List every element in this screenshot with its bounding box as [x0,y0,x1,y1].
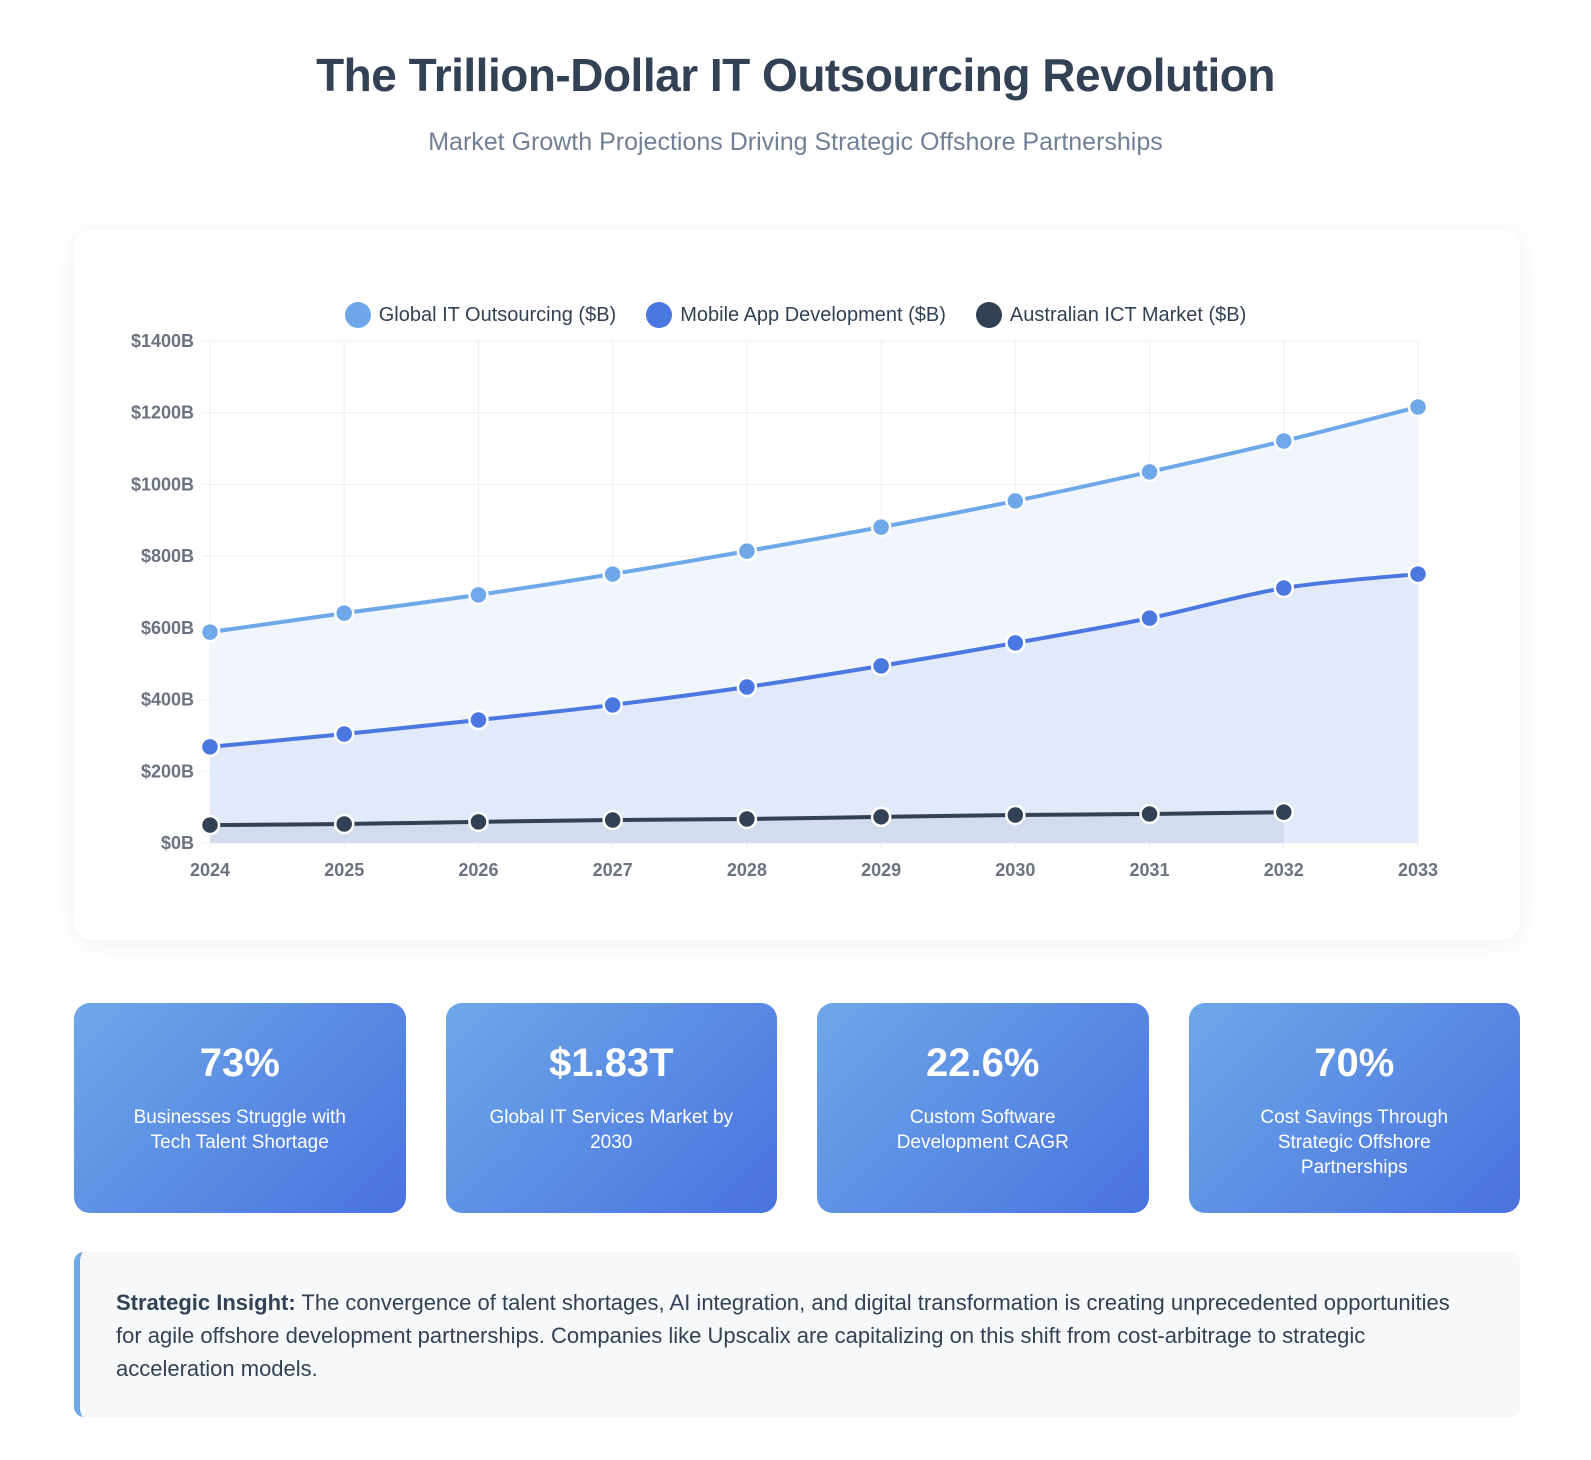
point-australian-ict-market [1273,801,1295,823]
point-mobile-app-development [333,723,355,745]
point-australian-ict-market [333,813,355,835]
point-global-it-outsourcing [1407,396,1429,418]
point-global-it-outsourcing [736,540,758,562]
legend-label: Global IT Outsourcing ($B) [378,303,617,326]
legend-swatch-mobile-app [646,302,673,328]
point-global-it-outsourcing [1273,430,1295,452]
stat-label: Businesses Struggle with Tech Talent Sho… [133,1107,346,1153]
insight-label: Strategic Insight: [116,1290,296,1315]
point-global-it-outsourcing [468,584,489,606]
legend-label: Australian ICT Market ($B) [1009,303,1247,326]
stat-value: 70% [1314,1041,1395,1085]
x-tick-label: 2032 [1264,860,1304,880]
y-tick-label: $0B [161,833,194,853]
point-australian-ict-market [468,811,489,833]
stat-card-cost-savings: 70% Cost Savings Through Strategic Offsh… [1188,1003,1520,1213]
stat-label: Cost Savings Through Strategic Offshore … [1260,1107,1449,1178]
x-tick-label: 2026 [458,860,498,880]
stat-value: 22.6% [926,1041,1040,1085]
stat-card-it-services-market: $1.83T Global IT Services Market by 2030 [445,1003,777,1213]
point-mobile-app-development [1005,632,1026,654]
point-australian-ict-market [199,814,221,836]
page-subtitle: Market Growth Projections Driving Strate… [428,128,1163,156]
legend-label: Mobile App Development ($B) [680,303,946,326]
stats-row: 73% Businesses Struggle with Tech Talent… [74,1003,1520,1213]
chart-points [199,396,1429,836]
chart-legend: Global IT Outsourcing ($B) Mobile App De… [0,302,1591,328]
point-australian-ict-market [870,806,892,828]
page-title: The Trillion-Dollar IT Outsourcing Revol… [316,49,1275,101]
point-mobile-app-development [468,709,489,731]
point-global-it-outsourcing [1139,461,1160,483]
x-tick-label: 2030 [995,860,1035,880]
point-global-it-outsourcing [199,621,221,643]
area-mobile-app-development [210,574,1418,843]
y-tick-label: $400B [141,690,194,710]
point-australian-ict-market [602,809,623,831]
point-australian-ict-market [1005,804,1026,826]
chart-areas [210,406,1418,843]
line-mobile-app-development [209,572,1419,749]
stat-value: 73% [199,1041,280,1085]
y-tick-label: $800B [141,546,194,566]
line-global-it-outsourcing [209,405,1419,635]
x-tick-label: 2027 [593,860,633,880]
legend-swatch-australian-ict [975,302,1002,328]
legend-item-global-it[interactable]: Global IT Outsourcing ($B) [344,302,617,328]
y-tick-label: $1200B [131,403,194,423]
insight-text: The convergence of talent shortages, AI … [116,1290,1450,1381]
stat-label: Custom Software Development CAGR [896,1107,1069,1153]
point-global-it-outsourcing [602,563,623,585]
point-global-it-outsourcing [333,602,355,624]
x-axis-ticks: 2024 2025 2026 2027 2028 2029 2030 2031 2032 2033 [190,860,1438,880]
point-australian-ict-market [1139,803,1160,825]
point-mobile-app-development [870,655,892,677]
point-mobile-app-development [1273,577,1295,599]
point-mobile-app-development [1407,563,1429,585]
y-axis-ticks: $0B $200B $400B $600B $800B $1000B $1200B $1400… [131,331,194,853]
y-tick-label: $1400B [131,331,194,351]
stat-value: $1.83T [548,1041,674,1085]
point-mobile-app-development [199,736,221,758]
x-tick-label: 2028 [727,860,767,880]
x-tick-label: 2031 [1130,860,1170,880]
legend-item-mobile-app[interactable]: Mobile App Development ($B) [646,302,946,328]
point-global-it-outsourcing [870,516,892,538]
line-chart: $0B $200B $400B $600B $800B $1000B $1200B $1400… [131,331,1438,880]
point-australian-ict-market [736,808,758,830]
stat-card-software-cagr: 22.6% Custom Software Development CAGR [817,1003,1149,1213]
point-global-it-outsourcing [1005,490,1026,512]
strategic-insight-box: Strategic Insight: The convergence of ta… [74,1252,1520,1417]
y-tick-label: $200B [141,761,194,781]
y-tick-label: $600B [141,618,194,638]
point-mobile-app-development [1139,607,1160,629]
x-tick-label: 2029 [861,860,901,880]
legend-swatch-global-it [344,302,371,328]
stat-card-talent-shortage: 73% Businesses Struggle with Tech Talent… [74,1003,406,1213]
y-tick-label: $1000B [131,474,194,494]
x-tick-label: 2024 [190,860,230,880]
x-tick-label: 2033 [1398,860,1438,880]
point-mobile-app-development [736,676,758,698]
legend-item-australian-ict[interactable]: Australian ICT Market ($B) [975,302,1247,328]
point-mobile-app-development [602,694,623,716]
stat-label: Global IT Services Market by 2030 [489,1107,734,1153]
x-tick-label: 2025 [324,860,364,880]
